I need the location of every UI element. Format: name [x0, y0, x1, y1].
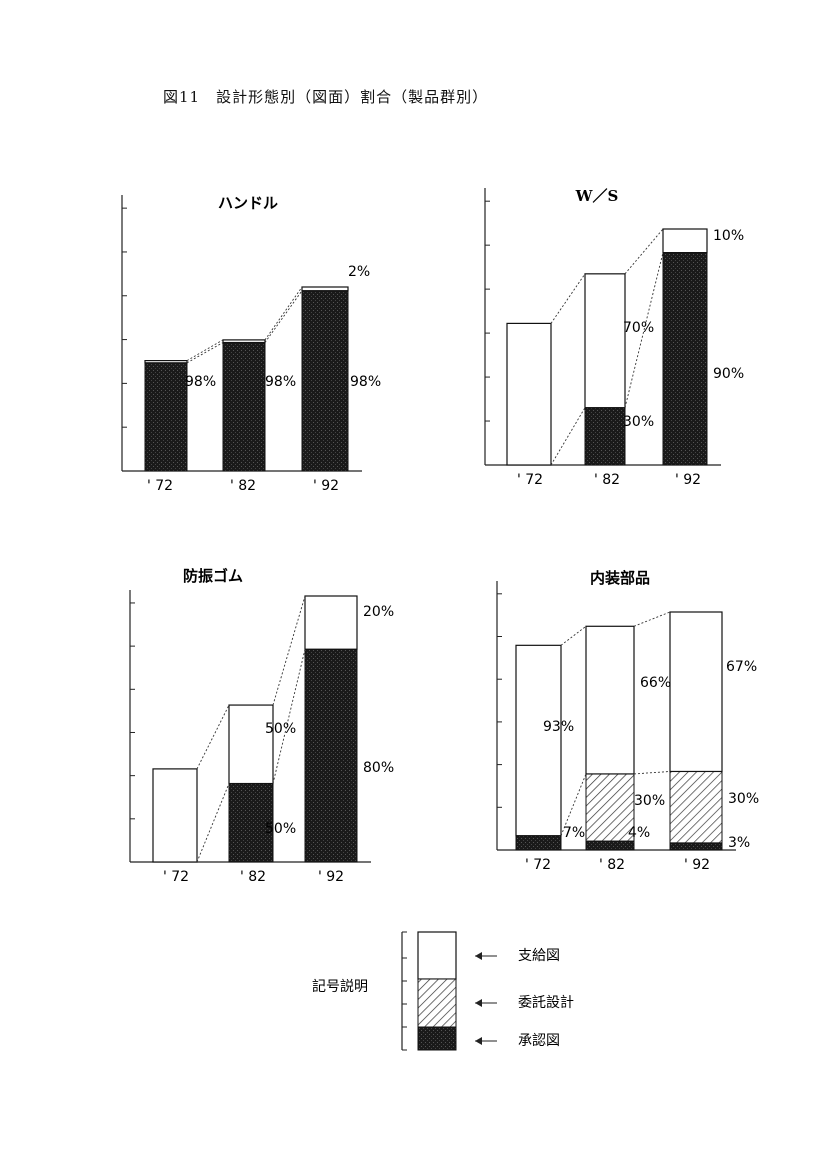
chart-panel-1: ハンドル ' 72 ' 82 ' 92 98% 98% 98% 2%: [121, 194, 381, 494]
data-label: 50%: [265, 721, 296, 737]
chart-panel-3: 防振ゴム ' 72 ' 82 ' 92 50% 50% 20% 80%: [129, 567, 394, 885]
legend-swatch-approved: [417, 1026, 457, 1051]
legend-arrowhead: [475, 999, 482, 1007]
x-tick-label: ' 82: [230, 478, 256, 494]
bar-segment-supplied: [304, 595, 358, 650]
data-label: 98%: [350, 374, 381, 390]
x-tick-label: ' 92: [313, 478, 339, 494]
connector-line: [560, 625, 587, 646]
bar-segment-contracted: [585, 773, 635, 842]
bar-segment-supplied: [585, 625, 635, 775]
x-tick-label: ' 82: [594, 472, 620, 488]
x-tick-label: ' 72: [163, 869, 189, 885]
legend-arrowhead: [475, 952, 482, 960]
x-tick-label: ' 82: [240, 869, 266, 885]
data-label: 4%: [628, 825, 650, 841]
panel-title: ハンドル: [218, 194, 278, 212]
bar-segment-approved: [222, 342, 266, 472]
data-label: 30%: [728, 791, 759, 807]
bar-segment-supplied: [669, 611, 723, 773]
connector-line: [186, 339, 224, 361]
connector-line: [624, 252, 664, 408]
chart-panel-4: 内装部品 ' 72 ' 82 ' 92 93% 7% 66% 30% 4% 67% 30% 3%: [496, 569, 759, 873]
data-label: 50%: [265, 821, 296, 837]
connector-line: [196, 783, 230, 863]
connector-line: [560, 773, 587, 836]
x-tick-label: ' 72: [147, 478, 173, 494]
data-label: 7%: [563, 825, 585, 841]
data-label: 98%: [185, 374, 216, 390]
legend-swatch-supplied: [417, 931, 457, 980]
legend-item-label: 承認図: [518, 1033, 560, 1049]
bar-segment-approved: [228, 783, 274, 863]
connector-line: [633, 771, 671, 775]
connector-line: [633, 611, 671, 627]
bar-segment-approved: [662, 252, 708, 466]
data-label: 30%: [623, 414, 654, 430]
bar-segment-approved: [304, 648, 358, 863]
legend-item-label: 委託設計: [518, 995, 574, 1011]
bar-segment-approved: [584, 407, 626, 466]
connector-line: [272, 649, 306, 784]
bar-segment-contracted: [669, 770, 723, 844]
x-tick-label: ' 92: [675, 472, 701, 488]
x-tick-label: ' 82: [599, 857, 625, 873]
panel-title: 防振ゴム: [183, 567, 243, 585]
chart-panel-2: W／S ' 72 ' 82 ' 92 70% 30% 10% 90%: [484, 187, 744, 488]
panel-title: W／S: [575, 187, 619, 205]
bar-segment-supplied: [515, 644, 562, 837]
connector-line: [550, 273, 586, 324]
bar-segment-supplied: [222, 339, 266, 344]
bar-segment-supplied: [228, 704, 274, 785]
data-label: 3%: [728, 835, 750, 851]
figure-title: 図11 設計形態別（図面）割合（製品群別）: [163, 88, 489, 106]
connector-line: [550, 407, 586, 466]
connector-line: [264, 290, 303, 343]
bar-segment-approved: [515, 835, 562, 851]
bar-segment-supplied: [506, 322, 552, 466]
data-label: 90%: [713, 366, 744, 382]
bar-segment-approved: [585, 840, 635, 851]
data-label: 20%: [363, 604, 394, 620]
bar-segment-supplied: [301, 286, 349, 292]
x-tick-label: ' 92: [318, 869, 344, 885]
bar-segment-supplied: [662, 228, 708, 254]
data-label: 93%: [543, 719, 574, 735]
connector-line: [272, 595, 306, 706]
x-tick-label: ' 72: [525, 857, 551, 873]
data-label: 67%: [726, 659, 757, 675]
panel-title: 内装部品: [590, 569, 650, 587]
connector-line: [264, 286, 303, 341]
legend-item-label: 支給図: [518, 948, 560, 964]
connector-line: [196, 704, 230, 770]
legend-arrowhead: [475, 1037, 482, 1045]
bar-segment-approved: [301, 290, 349, 472]
x-tick-label: ' 72: [517, 472, 543, 488]
data-label: 80%: [363, 760, 394, 776]
bar-segment-approved: [144, 362, 188, 472]
data-label: 30%: [634, 793, 665, 809]
connector-line: [624, 228, 664, 275]
x-tick-label: ' 92: [684, 857, 710, 873]
data-label: 2%: [348, 264, 370, 280]
legend-swatch-contracted: [417, 978, 457, 1028]
bar-segment-approved: [669, 842, 723, 851]
bar-segment-supplied: [144, 360, 188, 364]
data-label: 70%: [623, 320, 654, 336]
legend-title: 記号説明: [312, 978, 368, 995]
connector-line: [186, 342, 224, 364]
bar-segment-supplied: [584, 273, 626, 409]
data-label: 66%: [640, 675, 671, 691]
data-label: 98%: [265, 374, 296, 390]
data-label: 10%: [713, 228, 744, 244]
bar-segment-supplied: [152, 768, 198, 863]
